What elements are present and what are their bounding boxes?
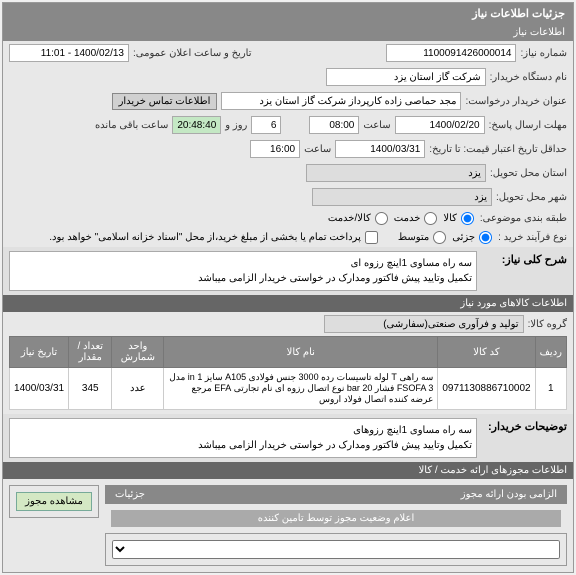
field-main-desc: سه راه مساوی 1اینچ رزوه ای تکمیل وتایید … (9, 251, 477, 291)
col-row: ردیف (535, 337, 566, 368)
field-timer: 20:48:40 (172, 116, 221, 134)
field-days: 6 (251, 116, 281, 134)
field-buyer-notes: سه راه مساوی 1اینچ رزوهای تکمیل وتایید پ… (9, 418, 477, 458)
label-city: شهر محل تحویل: (496, 192, 567, 203)
label-dev-name: نام دستگاه خریدار: (490, 72, 567, 83)
label-day: روز و (225, 120, 247, 131)
radio-mid[interactable]: متوسط (398, 231, 448, 244)
label-time-1: ساعت (363, 120, 390, 131)
label-perm-status: اعلام وضعیت مجوز توسط تامین کننده (111, 510, 561, 527)
label-main-desc: شرح کلی نیاز: (477, 251, 567, 291)
col-name: نام کالا (164, 337, 438, 368)
label-prov: استان محل تحویل: (490, 168, 567, 179)
label-details: جزئیات (115, 489, 145, 500)
radio-both[interactable]: کالا/خدمت (328, 212, 390, 225)
label-resp-deadline: مهلت ارسال پاسخ: (489, 120, 567, 131)
contact-button[interactable]: اطلاعات تماس خریدار (112, 93, 218, 110)
table-row[interactable]: 1 0971130886710002 سه راهی T لوله تاسیسا… (10, 368, 567, 410)
label-remain: ساعت باقی مانده (95, 120, 168, 131)
label-group: گروه کالا: (528, 319, 567, 330)
label-time-2: ساعت (304, 144, 331, 155)
label-req-no: شماره نیاز: (520, 48, 567, 59)
label-price-valid: حداقل تاریخ اعتبار قیمت: تا تاریخ: (429, 144, 567, 155)
items-table: ردیف کد کالا نام کالا واحد شمارش تعداد /… (9, 336, 567, 410)
col-code: کد کالا (438, 337, 535, 368)
label-ann-dt: تاریخ و ساعت اعلان عمومی: (133, 48, 252, 59)
col-date: تاریخ نیاز (10, 337, 69, 368)
check-note[interactable]: پرداخت تمام یا بخشی از مبلغ خرید،از محل … (49, 231, 380, 244)
section-header-items: اطلاعات کالاهای مورد نیاز (3, 295, 573, 312)
radio-low[interactable]: جزئی (452, 231, 494, 244)
section-header-perms: اطلاعات مجوزهای ارائه خدمت / کالا (3, 462, 573, 479)
field-valid-time: 16:00 (250, 140, 300, 158)
view-perm-button[interactable]: مشاهده مجوز (16, 492, 92, 511)
col-qty: تعداد / مقدار (69, 337, 112, 368)
field-req-title: مجد حماصی زاده کارپرداز شرکت گاز استان ی… (221, 92, 461, 110)
field-prov: یزد (306, 164, 486, 182)
field-resp-date: 1400/02/20 (395, 116, 485, 134)
col-unit: واحد شمارش (112, 337, 164, 368)
field-dev-name: شرکت گاز استان یزد (326, 68, 486, 86)
label-perm-req: الزامی بودن ارائه مجوز (461, 489, 557, 500)
label-proc: نوع فرآیند خرید : (498, 232, 567, 243)
section-header-info: اطلاعات نیاز (3, 24, 573, 41)
label-req-title: عنوان خریدار درخواست: (465, 96, 567, 107)
field-group: تولید و فرآوری صنعتی(سفارشی) (324, 315, 524, 333)
field-req-no: 1100091426000014 (386, 44, 516, 62)
field-city: یزد (312, 188, 492, 206)
field-ann-dt: 1400/02/13 - 11:01 (9, 44, 129, 62)
perm-select[interactable] (112, 540, 560, 559)
radio-service[interactable]: خدمت (394, 212, 440, 225)
label-buyer-notes: توضیحات خریدار: (477, 418, 567, 458)
radio-goods[interactable]: کالا (443, 212, 476, 225)
label-cat: طبقه بندی موضوعی: (480, 213, 567, 224)
field-valid-date: 1400/03/31 (335, 140, 425, 158)
field-resp-time: 08:00 (309, 116, 359, 134)
section-header-main: جزئیات اطلاعات نیاز (3, 3, 573, 24)
